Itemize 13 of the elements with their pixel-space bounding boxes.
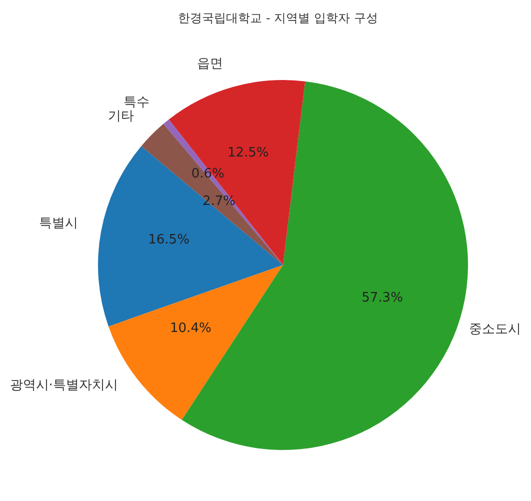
chart-title: 한경국립대학교 - 지역별 입학자 구성 xyxy=(178,11,378,25)
pie-slice xyxy=(141,124,283,265)
data-label: 0.6% xyxy=(191,166,224,182)
data-label: 16.5% xyxy=(148,232,190,248)
data-label: 57.3% xyxy=(362,290,403,306)
slice-label: 특수 xyxy=(123,94,150,110)
slice-label: 광역시·특별자치시 xyxy=(10,378,118,394)
slice-label: 읍면 xyxy=(197,56,224,72)
slice-label: 기타 xyxy=(108,108,134,124)
data-label: 12.5% xyxy=(227,146,269,161)
slice-label: 특별시 xyxy=(38,216,78,232)
data-label: 10.4% xyxy=(170,321,212,336)
slice-label: 중소도시 xyxy=(469,322,522,338)
